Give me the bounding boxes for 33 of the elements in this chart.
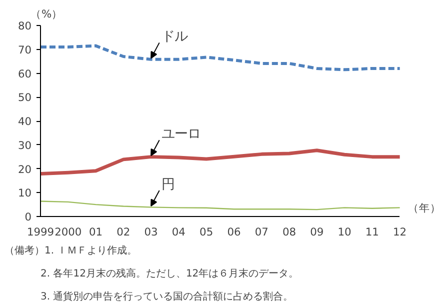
- y-tick-label: 80: [18, 20, 32, 32]
- y-tick-label: 20: [18, 162, 32, 176]
- y-tick-label: 30: [18, 138, 32, 152]
- line-series: [40, 148, 402, 176]
- annotation: 円: [161, 177, 174, 192]
- x-axis-title: （年）: [408, 202, 441, 214]
- line-series: [40, 44, 402, 72]
- annotation: ドル: [161, 30, 188, 45]
- x-tick-label: 06: [227, 226, 241, 238]
- x-tick-label: 03: [144, 226, 158, 238]
- x-tick-label: 07: [254, 226, 268, 238]
- x-tick-label: 01: [89, 226, 103, 238]
- x-tick-label: 05: [200, 226, 214, 238]
- x-tick-label: 02: [116, 226, 130, 238]
- x-tick-label: 11: [365, 226, 379, 238]
- text: 3. 通貨別の申告を行っている国の合計額に占める割合。: [40, 290, 294, 302]
- y-tick-label: 50: [18, 91, 32, 104]
- y-axis-title: （%）: [30, 8, 63, 20]
- text: （備考）1. ＩＭＦより作成。: [4, 244, 138, 256]
- x-tick-label: 09: [310, 226, 324, 238]
- annotation: ユーロ: [161, 127, 200, 142]
- y-tick-label: 70: [18, 43, 32, 56]
- x-tick-label: 1999: [26, 226, 54, 238]
- x-tick-label: 2000: [54, 226, 82, 238]
- x-tick-label: 10: [338, 226, 352, 238]
- x-tick-label: 12: [393, 226, 407, 238]
- y-tick-label: 40: [18, 115, 32, 128]
- x-tick-label: 04: [172, 226, 186, 238]
- x-tick-label: 08: [282, 226, 296, 238]
- y-tick-label: 10: [18, 186, 32, 200]
- y-tick-label: 0: [24, 210, 32, 224]
- text: 2. 各年12月末の残高。ただし、12年は６月末のデータ。: [40, 268, 299, 280]
- y-tick-label: 60: [18, 67, 32, 80]
